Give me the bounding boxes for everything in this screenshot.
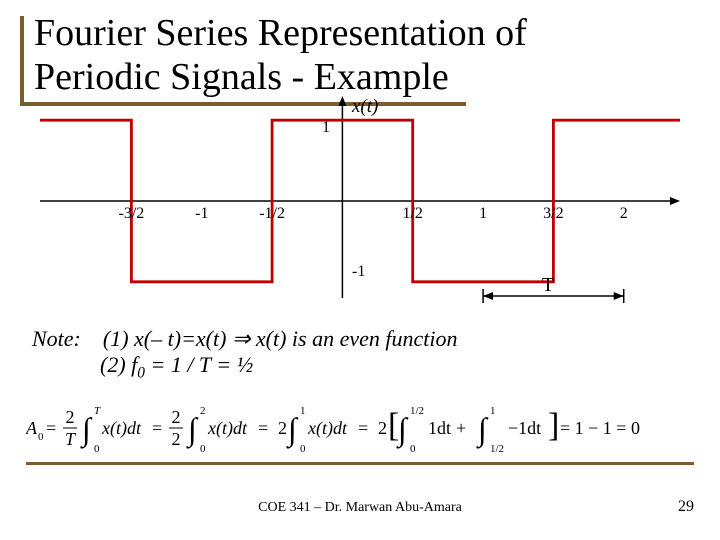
title-line1: Fourier Series Representation of	[34, 12, 527, 54]
eq-f2n: 2	[172, 407, 181, 427]
footer-text: COE 341 – Dr. Marwan Abu-Amara	[0, 500, 720, 516]
eq-eq1: =	[46, 418, 56, 438]
x-tick-2: -1/2	[259, 205, 285, 222]
eq-i2l: 0	[200, 443, 206, 454]
note-arrow: ⇒	[232, 326, 250, 351]
eq-i3b: x(t)dt	[307, 418, 348, 439]
x-tick-1: -1	[195, 205, 208, 222]
equation-block: .eqt { font-family:"Times New Roman",ser…	[26, 402, 696, 459]
eq-i5l: 1/2	[490, 443, 504, 454]
waveform-chart: x(t) 1 -1 -3/2 -1 -1/2 1/2 1 3/2 2 T	[40, 96, 680, 306]
eq-f1n: 2	[66, 407, 75, 427]
eq-plus: +	[456, 418, 466, 438]
eq-i1b: x(t)dt	[101, 418, 142, 439]
eq-A0sub: 0	[38, 431, 44, 443]
bottom-rule	[26, 462, 694, 465]
eq-int3: ∫	[286, 411, 299, 449]
note-item1b: x(t) is an	[256, 326, 340, 351]
x-tick-6: 2	[620, 205, 628, 222]
eq-eq3: =	[258, 418, 268, 438]
function-label: x(t)	[351, 96, 378, 117]
equation-svg: .eqt { font-family:"Times New Roman",ser…	[26, 402, 696, 454]
eq-i4l: 0	[410, 443, 416, 454]
eq-i4b: 1dt	[428, 418, 451, 438]
note-item1a: (1) x(– t)=x(t)	[103, 326, 232, 351]
eq-i2b: x(t)dt	[207, 418, 248, 439]
eq-f2d: 2	[172, 429, 181, 449]
eq-i4h: 1/2	[410, 405, 424, 417]
eq-f1d: T	[65, 429, 77, 449]
note-item2-sub: 0	[137, 364, 145, 381]
x-axis-arrow	[670, 197, 680, 205]
eq-eq2: =	[152, 418, 162, 438]
eq-int4: ∫	[396, 411, 409, 449]
eq-eq4: =	[358, 418, 368, 438]
note-block: Note: (1) x(– t)=x(t) ⇒ x(t) is an even …	[32, 326, 458, 382]
eq-i1l: 0	[94, 443, 100, 454]
eq-int5: ∫	[476, 411, 489, 449]
x-tick-0: -3/2	[119, 205, 145, 222]
x-tick-5: 3/2	[543, 205, 563, 222]
eq-tail: = 1 − 1 = 0	[560, 418, 640, 438]
eq-int1: ∫	[80, 411, 93, 449]
eq-i3l: 0	[300, 443, 306, 454]
eq-i5b: −1dt	[508, 418, 541, 438]
note-item2: (2) f	[100, 352, 137, 377]
title-line2: Periodic Signals - Example	[34, 56, 449, 98]
period-arrow-right	[614, 292, 624, 300]
y-axis-arrow	[338, 96, 346, 106]
note-prefix: Note:	[32, 326, 81, 351]
eq-two2: 2	[378, 418, 387, 438]
period-arrow-left	[483, 292, 493, 300]
eq-rbr: ]	[548, 407, 559, 444]
x-tick-4: 1	[479, 205, 487, 222]
eq-two1: 2	[278, 418, 287, 438]
eq-i1h: T	[94, 405, 101, 417]
y-top-label: 1	[322, 119, 330, 136]
x-tick-3: 1/2	[402, 205, 422, 222]
eq-i5h: 1	[490, 405, 496, 417]
page-title: Fourier Series Representation of Periodi…	[34, 12, 527, 99]
note-item1-emph: even function	[340, 326, 458, 351]
y-bottom-label: -1	[352, 263, 365, 280]
title-accent-vertical	[20, 16, 24, 104]
period-label: T	[542, 274, 554, 296]
eq-i3h: 1	[300, 405, 306, 417]
page-number: 29	[678, 498, 694, 516]
eq-int2: ∫	[186, 411, 199, 449]
waveform-svg: x(t) 1 -1 -3/2 -1 -1/2 1/2 1 3/2 2 T	[40, 96, 680, 306]
note-item2-tail: = 1 / T = ½	[145, 352, 253, 377]
eq-A: A	[26, 418, 38, 438]
eq-i2h: 2	[200, 405, 206, 417]
